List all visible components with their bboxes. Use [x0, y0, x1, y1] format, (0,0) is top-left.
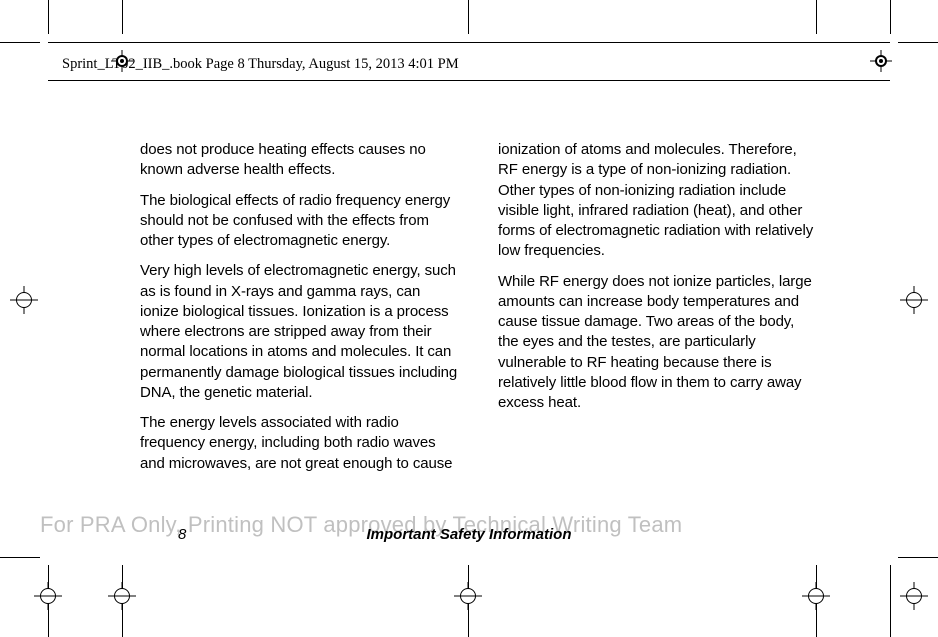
crop-line — [890, 565, 891, 637]
crop-line — [468, 0, 469, 34]
registration-mark-icon — [900, 582, 928, 610]
header-rule-top — [48, 42, 890, 43]
registration-mark-icon — [870, 50, 892, 72]
registration-mark-icon — [108, 582, 136, 610]
paragraph: The biological effects of radio frequenc… — [140, 191, 460, 252]
crop-line — [122, 0, 123, 34]
paragraph: The energy levels associated with radio … — [140, 413, 460, 474]
registration-mark-icon — [900, 286, 928, 314]
crop-line — [890, 0, 891, 34]
crop-line — [898, 557, 938, 558]
footer-title: Important Safety Information — [0, 526, 938, 543]
crop-line — [0, 557, 40, 558]
registration-mark-icon — [454, 582, 482, 610]
header-rule-bottom — [48, 80, 890, 81]
registration-mark-icon — [10, 286, 38, 314]
page-scan: Sprint_LT02_IIB_.book Page 8 Thursday, A… — [0, 0, 938, 637]
paragraph: Very high levels of electromagnetic ener… — [140, 261, 460, 403]
registration-mark-icon — [34, 582, 62, 610]
crop-line — [898, 42, 938, 43]
paragraph: ionization of atoms and molecules. There… — [498, 140, 818, 262]
body-content: does not produce heating effects causes … — [140, 140, 818, 484]
column-right: ionization of atoms and molecules. There… — [498, 140, 818, 484]
paragraph: While RF energy does not ionize particle… — [498, 272, 818, 414]
column-left: does not produce heating effects causes … — [140, 140, 460, 484]
registration-mark-icon — [802, 582, 830, 610]
registration-mark-icon — [111, 50, 133, 72]
crop-line — [816, 0, 817, 34]
paragraph: does not produce heating effects causes … — [140, 140, 460, 181]
crop-line — [0, 42, 40, 43]
crop-line — [48, 0, 49, 34]
